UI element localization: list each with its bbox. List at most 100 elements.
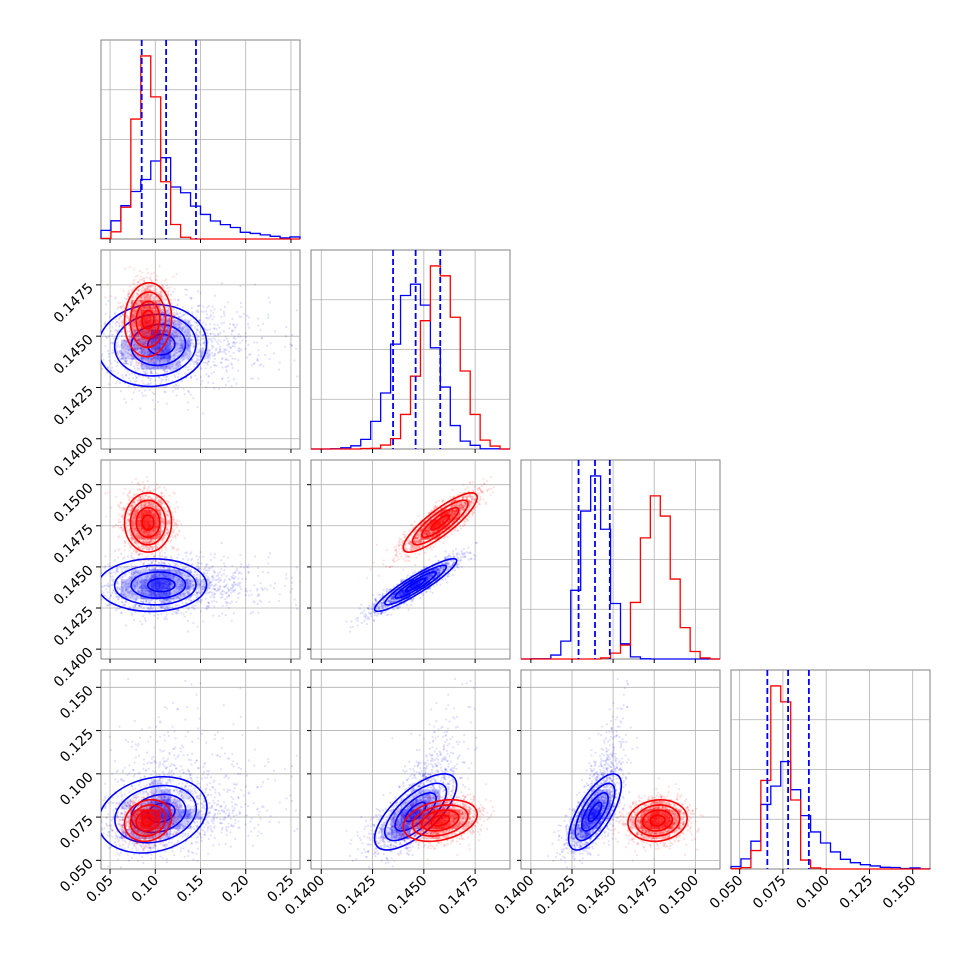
scatter-point-blue (158, 575, 161, 579)
scatter-point-blue (185, 575, 188, 578)
scatter-point-red (162, 315, 166, 319)
scatter-point-blue (194, 321, 198, 325)
scatter-point-blue (171, 575, 175, 579)
scatter-point-blue (187, 587, 190, 590)
scatter-point-blue (129, 577, 132, 580)
scatter-point-red (133, 309, 136, 312)
scatter-point-red (138, 323, 141, 327)
scatter-point-blue (260, 363, 263, 366)
scatter-point-red (159, 290, 162, 294)
scatter-point-blue (126, 362, 129, 365)
scatter-point-blue (190, 580, 193, 584)
scatter-point-blue (118, 586, 121, 589)
scatter-point-red (128, 266, 131, 269)
scatter-point-red (163, 337, 167, 340)
scatter-point-red (167, 289, 170, 293)
scatter-point-blue (140, 347, 143, 351)
scatter-point-blue (145, 600, 148, 603)
scatter-point-red (126, 330, 129, 333)
scatter-point-red (161, 317, 165, 320)
scatter-point-blue (167, 599, 171, 602)
scatter-point-blue (119, 357, 123, 361)
scatter-point-blue (200, 352, 203, 355)
scatter-point-red (143, 287, 146, 290)
scatter-point-red (149, 349, 152, 353)
scatter-point-blue (171, 333, 174, 337)
scatter-point-blue (148, 388, 152, 391)
scatter-point-blue (182, 388, 185, 391)
scatter-point-blue (180, 572, 183, 575)
scatter-point-red (171, 359, 174, 362)
scatter-point-blue (165, 555, 168, 558)
scatter-point-blue (188, 350, 192, 353)
scatter-point-red (166, 328, 169, 332)
scatter-point-red (128, 334, 131, 337)
scatter-point-red (154, 346, 157, 350)
scatter-point-blue (119, 611, 123, 615)
scatter-point-blue (177, 323, 181, 326)
scatter-point-red (134, 275, 138, 278)
scatter-point-blue (152, 365, 156, 369)
scatter-point-blue (116, 380, 119, 383)
scatter-point-red (137, 311, 141, 314)
scatter-point-blue (232, 340, 235, 344)
scatter-point-blue (124, 581, 127, 584)
scatter-point-blue (134, 610, 137, 613)
scatter-point-blue (181, 347, 184, 350)
scatter-point-blue (177, 299, 180, 302)
scatter-point-blue (214, 583, 217, 586)
scatter-point-blue (139, 571, 142, 574)
scatter-point-blue (231, 576, 234, 580)
scatter-point-red (135, 333, 139, 336)
scatter-point-red (151, 331, 154, 334)
scatter-point-blue (116, 341, 119, 344)
scatter-point-blue (179, 572, 183, 575)
scatter-point-blue (277, 599, 280, 603)
scatter-point-blue (171, 585, 174, 589)
scatter-point-blue (218, 585, 222, 588)
scatter-point-blue (133, 367, 137, 370)
scatter-point-blue (221, 593, 224, 596)
scatter-point-blue (156, 568, 159, 572)
scatter-point-blue (223, 569, 226, 572)
scatter-point-blue (213, 352, 216, 355)
scatter-point-blue (187, 607, 190, 611)
scatter-point-blue (126, 567, 129, 570)
scatter-point-blue (127, 571, 130, 574)
scatter-point-red (165, 323, 168, 326)
scatter-point-red (136, 320, 139, 323)
scatter-point-blue (109, 375, 112, 378)
scatter-point-red (146, 296, 149, 299)
scatter-point-blue (149, 379, 152, 382)
scatter-point-red (126, 314, 129, 318)
scatter-point-blue (152, 366, 155, 369)
density-cell-blue (130, 339, 141, 350)
scatter-point-blue (170, 301, 173, 304)
scatter-point-red (122, 310, 125, 313)
scatter-point-blue (186, 590, 190, 593)
scatter-point-red (160, 329, 164, 332)
scatter-point-red (142, 279, 146, 282)
scatter-point-blue (163, 315, 166, 319)
scatter-point-blue (178, 578, 181, 582)
scatter-point-blue (197, 311, 200, 314)
scatter-point-blue (118, 324, 121, 327)
scatter-point-blue (121, 581, 124, 584)
scatter-point-red (157, 331, 160, 334)
scatter-point-blue (200, 354, 203, 357)
scatter-point-blue (125, 360, 128, 363)
scatter-point-red (139, 346, 142, 350)
scatter-point-blue (212, 327, 216, 330)
scatter-point-blue (220, 568, 223, 571)
scatter-point-blue (140, 352, 143, 355)
scatter-point-blue (162, 315, 165, 318)
scatter-point-blue (198, 304, 201, 307)
scatter-point-blue (245, 314, 249, 317)
scatter-point-blue (213, 354, 216, 357)
scatter-point-blue (171, 612, 174, 616)
scatter-point-blue (190, 599, 193, 602)
scatter-point-blue (199, 355, 203, 358)
scatter-point-red (158, 335, 161, 338)
scatter-point-blue (278, 361, 281, 364)
scatter-point-blue (202, 581, 206, 584)
